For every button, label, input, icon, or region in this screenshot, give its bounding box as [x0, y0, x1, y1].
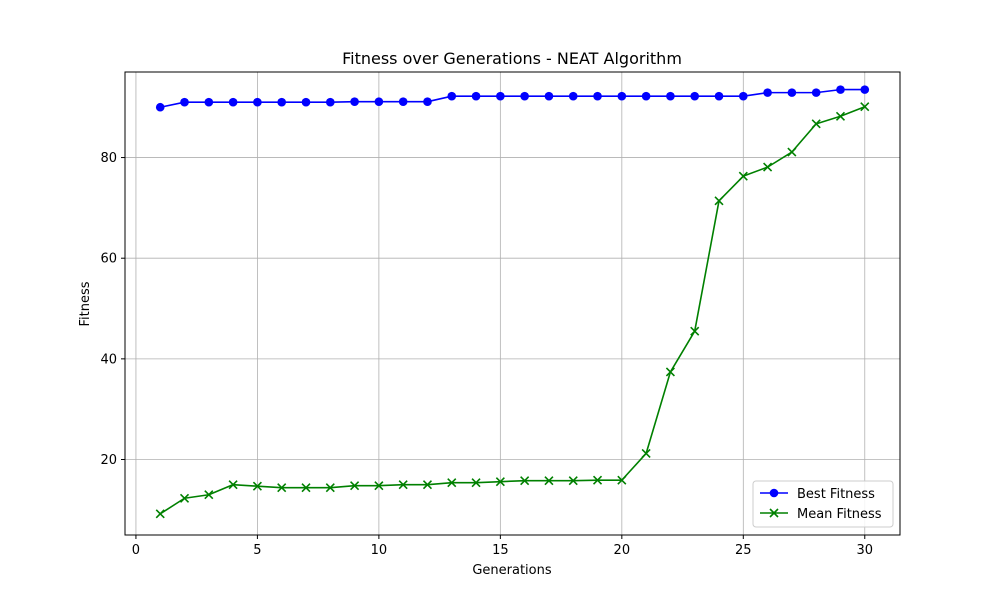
- chart-title: Fitness over Generations - NEAT Algorith…: [342, 49, 682, 68]
- legend-label-mean-fitness: Mean Fitness: [797, 507, 882, 522]
- data-point-mean-fitness: [665, 367, 675, 377]
- data-point-mean-fitness: [204, 490, 214, 500]
- data-point-mean-fitness: [568, 476, 578, 486]
- legend-label-best-fitness: Best Fitness: [797, 487, 875, 502]
- data-point-mean-fitness: [544, 476, 554, 486]
- data-point-mean-fitness: [714, 196, 724, 206]
- legend: Best Fitness Mean Fitness: [752, 480, 894, 528]
- data-point-mean-fitness: [738, 171, 748, 181]
- data-point-best-fitness: [641, 91, 651, 101]
- y-tick-label: 40: [100, 352, 117, 367]
- data-point-mean-fitness: [763, 162, 773, 172]
- x-axis-label: Generations: [472, 563, 552, 578]
- data-point-best-fitness: [471, 91, 481, 101]
- data-point-best-fitness: [277, 97, 287, 107]
- data-point-mean-fitness: [471, 478, 481, 488]
- data-point-best-fitness: [763, 88, 772, 97]
- data-point-best-fitness: [325, 97, 335, 107]
- data-point-mean-fitness: [179, 493, 190, 503]
- y-tick-label: 20: [100, 453, 117, 468]
- data-point-best-fitness: [593, 91, 602, 101]
- data-point-best-fitness: [544, 91, 554, 101]
- series-line-best-fitness: [160, 88, 865, 109]
- data-point-mean-fitness: [350, 481, 360, 491]
- data-point-best-fitness: [423, 97, 432, 106]
- data-point-mean-fitness: [520, 476, 530, 486]
- legend-marker-best-fitness: [769, 488, 779, 498]
- grid-lines: [125, 72, 900, 535]
- data-point-mean-fitness: [860, 102, 870, 112]
- plot-area-frame: [124, 71, 901, 536]
- data-point-mean-fitness: [617, 475, 627, 485]
- data-point-mean-fitness: [277, 483, 287, 493]
- data-point-best-fitness: [374, 97, 384, 106]
- data-point-best-fitness: [253, 97, 262, 107]
- data-point-mean-fitness: [325, 483, 335, 493]
- data-point-best-fitness: [447, 91, 457, 101]
- data-point-best-fitness: [496, 91, 505, 101]
- data-point-mean-fitness: [641, 448, 651, 459]
- data-point-best-fitness: [811, 88, 821, 97]
- data-point-mean-fitness: [374, 481, 384, 491]
- axis-ticks: 0 5 10 15 20 25 30 20 40 60 80: [100, 151, 873, 558]
- x-tick-label: 30: [856, 543, 873, 558]
- data-point-best-fitness: [836, 85, 845, 94]
- data-point-mean-fitness: [155, 509, 165, 519]
- x-tick-label: 5: [253, 543, 261, 558]
- data-point-mean-fitness: [252, 481, 262, 491]
- data-point-mean-fitness: [301, 483, 311, 493]
- data-point-mean-fitness: [398, 480, 408, 490]
- data-point-mean-fitness: [690, 326, 700, 336]
- x-tick-label: 15: [492, 543, 509, 558]
- data-point-mean-fitness: [495, 477, 505, 487]
- data-point-mean-fitness: [811, 119, 821, 129]
- x-tick-label: 10: [371, 543, 388, 558]
- data-point-best-fitness: [520, 91, 529, 101]
- data-point-best-fitness: [204, 97, 214, 107]
- data-point-best-fitness: [228, 97, 238, 107]
- data-point-mean-fitness: [592, 475, 603, 485]
- data-point-best-fitness: [398, 97, 408, 106]
- data-point-best-fitness: [350, 97, 359, 106]
- data-point-best-fitness: [787, 88, 797, 97]
- data-point-mean-fitness: [228, 480, 238, 490]
- data-point-best-fitness: [155, 102, 165, 112]
- data-point-best-fitness: [301, 97, 311, 107]
- series-mean-fitness: [155, 102, 870, 519]
- data-point-mean-fitness: [835, 111, 846, 121]
- data-point-best-fitness: [617, 91, 627, 101]
- data-point-mean-fitness: [787, 147, 797, 157]
- x-tick-label: 25: [735, 543, 752, 558]
- data-point-best-fitness: [666, 91, 675, 101]
- data-point-best-fitness: [714, 91, 724, 101]
- data-point-best-fitness: [860, 85, 870, 94]
- data-point-best-fitness: [690, 91, 700, 101]
- series-layer: [155, 85, 870, 519]
- series-best-fitness: [155, 85, 870, 112]
- data-point-best-fitness: [180, 97, 189, 107]
- legend-marker-mean-fitness: [769, 508, 779, 518]
- y-axis-label: Fitness: [78, 281, 93, 326]
- data-point-best-fitness: [568, 91, 578, 101]
- data-point-mean-fitness: [447, 478, 457, 488]
- x-tick-label: 20: [614, 543, 631, 558]
- x-tick-label: 0: [132, 543, 140, 558]
- y-tick-label: 80: [100, 151, 117, 166]
- series-line-mean-fitness: [159, 105, 866, 515]
- data-point-mean-fitness: [422, 480, 433, 490]
- y-tick-label: 60: [100, 252, 117, 267]
- data-point-best-fitness: [738, 91, 748, 101]
